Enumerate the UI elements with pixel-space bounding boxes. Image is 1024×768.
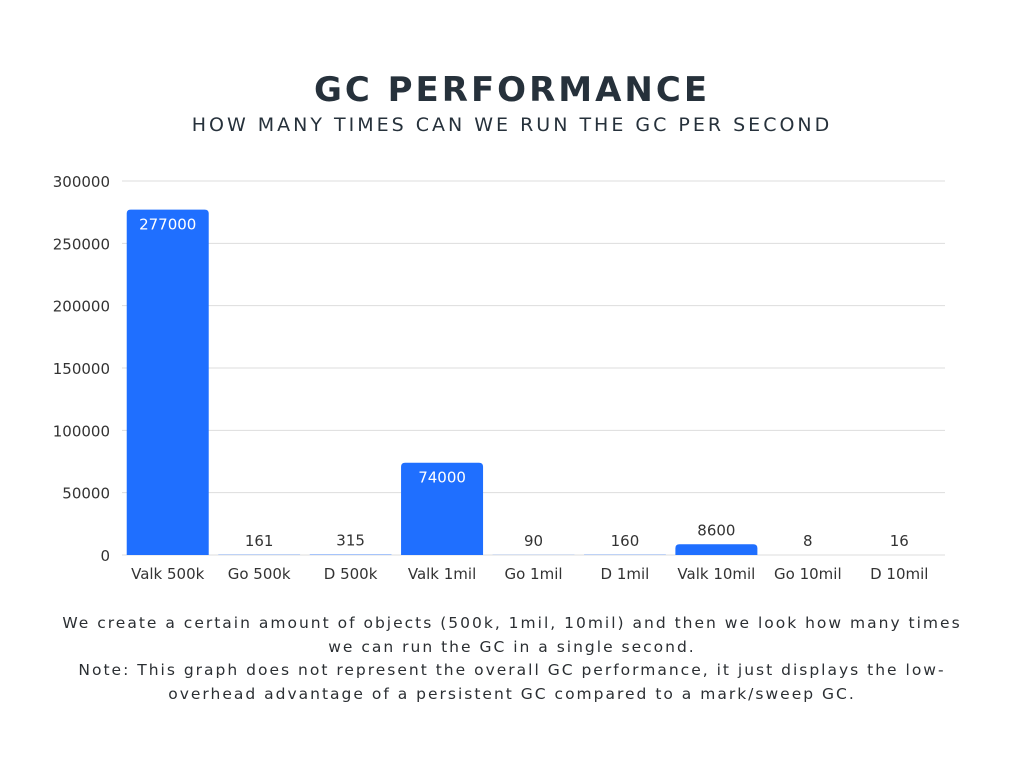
y-tick-label: 250000 bbox=[53, 235, 110, 253]
bar-chart: 0 50000 100000 150000 200000 250000 300000 277… bbox=[53, 173, 945, 583]
x-tick-label: Valk 500k bbox=[131, 565, 205, 583]
bar-value-label: 160 bbox=[611, 532, 640, 550]
gridlines bbox=[122, 180, 945, 556]
bar-value-label: 90 bbox=[524, 532, 543, 550]
bar bbox=[401, 462, 484, 555]
bar bbox=[126, 209, 209, 555]
y-tick-label: 0 bbox=[100, 547, 110, 565]
chart-title: GC PERFORMANCE bbox=[313, 70, 711, 110]
x-axis-tick-labels: Valk 500k Go 500k D 500k Valk 1mil Go 1mil D … bbox=[131, 565, 928, 583]
x-tick-label: D 10mil bbox=[870, 565, 928, 583]
x-tick-label: Go 10mil bbox=[774, 565, 842, 583]
bar bbox=[675, 544, 758, 555]
bar-value-label: 16 bbox=[890, 532, 909, 550]
bar-value-label: 8 bbox=[803, 532, 813, 550]
x-tick-label: Valk 10mil bbox=[677, 565, 755, 583]
y-axis-tick-labels: 0 50000 100000 150000 200000 250000 300000 bbox=[53, 173, 110, 565]
chart-caption-explanation: We create a certain amount of objects (5… bbox=[62, 614, 962, 656]
bar-value-label: 161 bbox=[245, 532, 274, 550]
x-tick-label: D 1mil bbox=[601, 565, 650, 583]
y-tick-label: 200000 bbox=[53, 298, 110, 316]
y-tick-label: 50000 bbox=[62, 485, 110, 503]
bar-value-label: 277000 bbox=[139, 216, 196, 234]
bar-value-labels: 277000 161 315 74000 90 160 8600 8 16 bbox=[139, 216, 909, 550]
chart-subtitle: HOW MANY TIMES CAN WE RUN THE GC PER SEC… bbox=[191, 114, 833, 136]
chart-caption-note: Note: This graph does not represent the … bbox=[78, 661, 946, 703]
y-tick-label: 100000 bbox=[53, 422, 110, 440]
x-tick-label: Valk 1mil bbox=[408, 565, 476, 583]
y-tick-label: 300000 bbox=[53, 173, 110, 191]
y-tick-label: 150000 bbox=[53, 360, 110, 378]
bar-value-label: 74000 bbox=[418, 469, 466, 487]
x-tick-label: Go 1mil bbox=[504, 565, 562, 583]
bar-value-label: 315 bbox=[336, 532, 365, 550]
bars bbox=[126, 209, 941, 555]
x-tick-label: Go 500k bbox=[228, 565, 291, 583]
x-tick-label: D 500k bbox=[324, 565, 378, 583]
bar-value-label: 8600 bbox=[697, 521, 735, 539]
